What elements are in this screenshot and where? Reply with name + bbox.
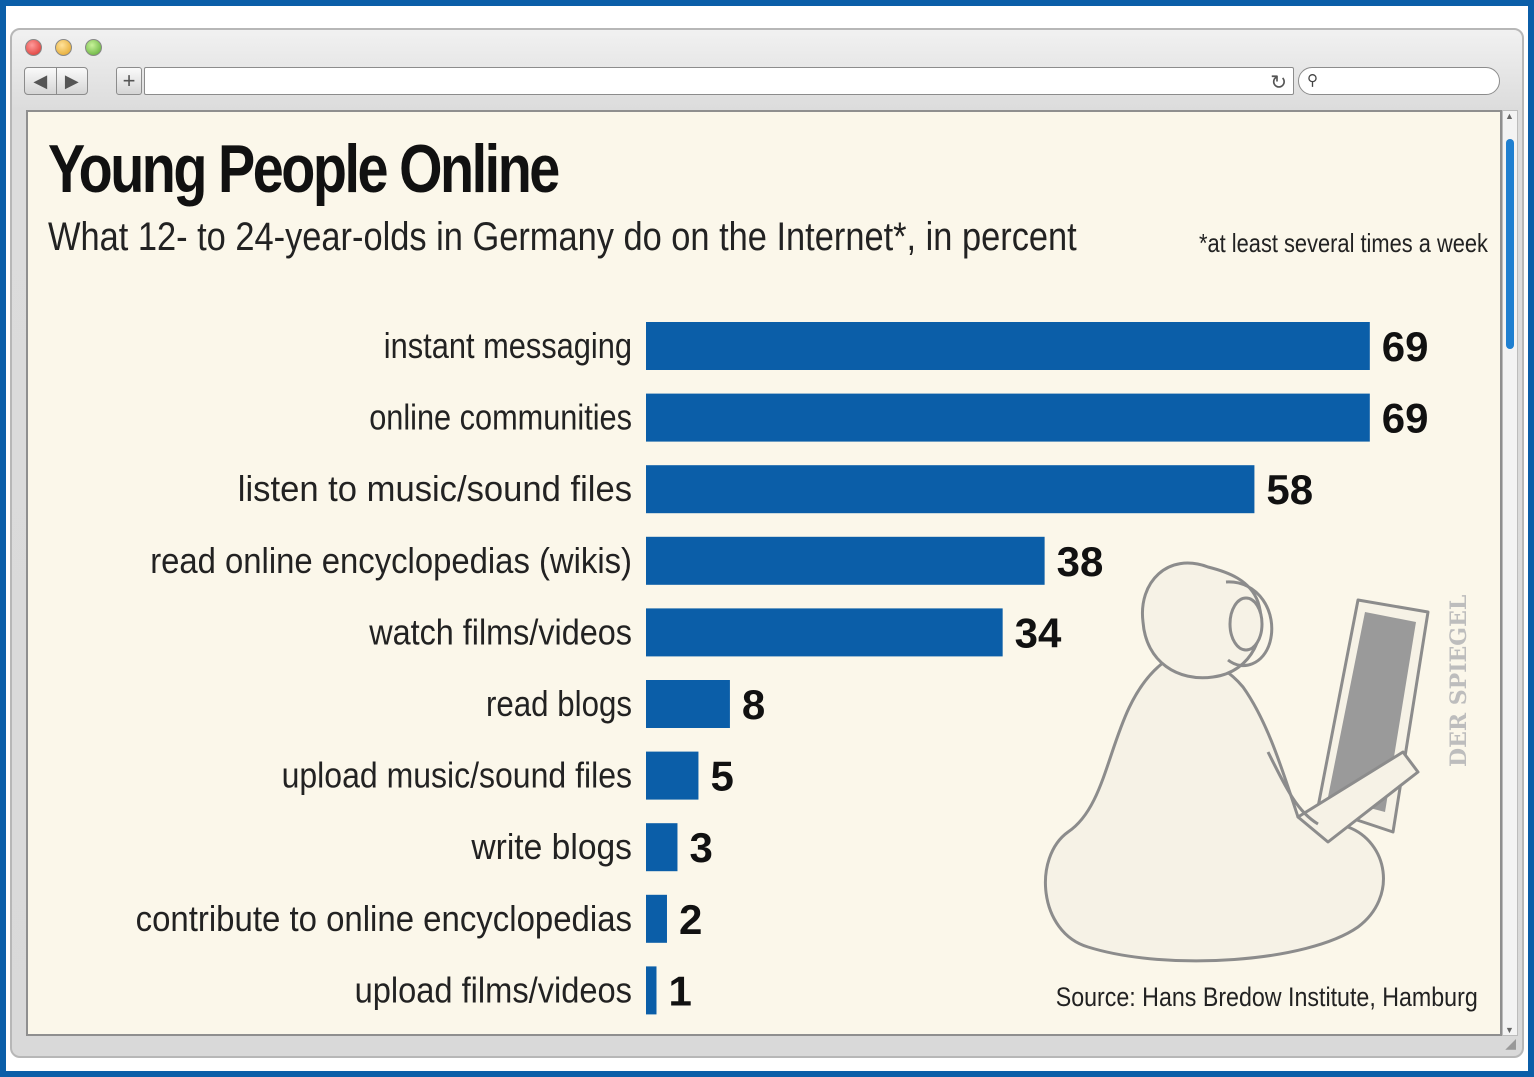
value-label: 1 <box>668 967 691 1014</box>
browser-window: ◀ ▶ + ↻ ⚲ Young People Online What 12- t… <box>10 28 1524 1058</box>
value-label: 2 <box>679 896 702 943</box>
value-label: 5 <box>710 753 733 800</box>
chart-title: Young People Online <box>48 131 560 207</box>
laptop-keyboard <box>1296 750 1420 844</box>
category-label: listen to music/sound files <box>238 468 632 509</box>
value-label: 58 <box>1266 466 1313 513</box>
category-label: contribute to online encyclopedias <box>136 898 632 939</box>
category-label: read online encyclopedias (wikis) <box>150 540 632 581</box>
category-label: upload music/sound files <box>282 755 632 796</box>
bar <box>646 536 1045 585</box>
scroll-up-arrow-icon[interactable]: ▲ <box>1505 111 1514 121</box>
laptop-display <box>1328 612 1416 812</box>
address-bar[interactable]: ↻ <box>144 67 1294 95</box>
forward-button[interactable]: ▶ <box>55 68 88 94</box>
minimize-window-button[interactable] <box>55 39 72 56</box>
zoom-window-button[interactable] <box>85 39 102 56</box>
forward-arrow-icon: ▶ <box>64 70 79 91</box>
chart-source: Source: Hans Bredow Institute, Hamburg <box>1055 982 1478 1012</box>
scrollbar-thumb[interactable] <box>1506 139 1514 349</box>
chart-footnote: *at least several times a week <box>1199 228 1488 258</box>
bar <box>646 894 667 943</box>
plus-icon: + <box>122 68 136 93</box>
value-label: 69 <box>1382 395 1429 442</box>
category-label: instant messaging <box>384 325 632 366</box>
resize-grip-icon[interactable]: ◢ <box>1505 1035 1516 1051</box>
teen-with-laptop-illustration <box>1043 561 1430 963</box>
value-label: 3 <box>689 824 712 871</box>
reload-icon[interactable]: ↻ <box>1270 72 1287 94</box>
bar <box>646 465 1255 514</box>
value-label: 8 <box>742 681 765 728</box>
bar <box>646 680 730 728</box>
arm-line <box>1266 751 1319 826</box>
page-content: Young People Online What 12- to 24-year-… <box>26 110 1502 1036</box>
bar <box>646 393 1370 442</box>
scroll-down-arrow-icon[interactable]: ▼ <box>1505 1025 1514 1035</box>
bar <box>646 751 699 800</box>
category-label: online communities <box>369 397 632 438</box>
category-label: read blogs <box>486 683 632 724</box>
back-arrow-icon: ◀ <box>33 70 48 91</box>
headphones-icon <box>1225 580 1274 668</box>
vertical-scrollbar[interactable]: ▲ ▼ <box>1502 110 1518 1036</box>
bar <box>646 823 678 872</box>
bar <box>646 966 657 1015</box>
category-label: watch films/videos <box>368 611 632 652</box>
value-label: 34 <box>1015 609 1062 656</box>
search-icon: ⚲ <box>1307 72 1318 89</box>
value-label: 38 <box>1057 538 1104 585</box>
category-label: upload films/videos <box>355 969 632 1010</box>
category-label: write blogs <box>470 826 632 867</box>
der-spiegel-watermark: DER SPIEGEL <box>1446 594 1472 767</box>
back-button[interactable]: ◀ <box>25 68 56 94</box>
bar <box>646 322 1370 370</box>
new-tab-button[interactable]: + <box>116 67 142 95</box>
value-label: 69 <box>1382 323 1429 370</box>
bar <box>646 608 1003 657</box>
close-window-button[interactable] <box>25 39 42 56</box>
chart-subtitle: What 12- to 24-year-olds in Germany do o… <box>48 215 1077 259</box>
bar-chart: instant messaging 69 online communities 69 l… <box>136 322 1430 1015</box>
head-shape <box>1140 561 1263 680</box>
headphone-ear-cup <box>1228 596 1264 652</box>
search-field[interactable]: ⚲ <box>1298 67 1500 95</box>
body-shape <box>1043 655 1385 963</box>
navigation-buttons: ◀ ▶ <box>24 67 88 95</box>
